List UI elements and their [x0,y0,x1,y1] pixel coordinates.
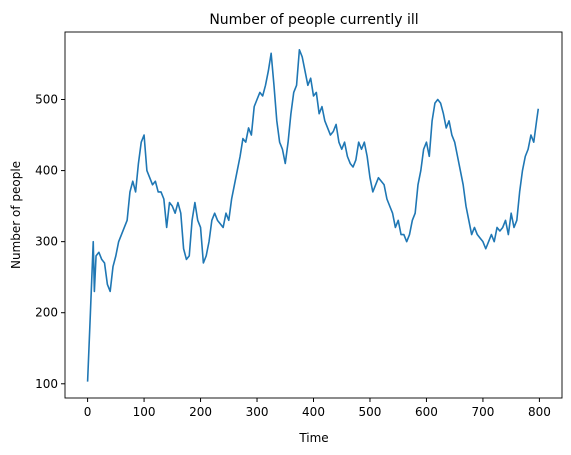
x-tick-label: 600 [415,405,438,419]
x-tick-label: 300 [246,405,269,419]
y-tick-label: 500 [35,93,58,107]
x-tick-label: 0 [84,405,92,419]
data-line [86,48,540,382]
x-tick-label: 500 [359,405,382,419]
y-tick-label: 300 [35,235,58,249]
chart-title: Number of people currently ill [209,12,418,28]
y-tick-label: 400 [35,164,58,178]
plot-frame [64,31,563,399]
x-tick-label: 800 [528,405,551,419]
y-tick-label: 100 [35,377,58,391]
x-tick-label: 200 [189,405,212,419]
y-axis-label: Number of people [9,161,23,269]
y-tick-label: 200 [35,306,58,320]
x-tick-label: 700 [471,405,494,419]
x-tick-label: 100 [133,405,156,419]
x-tick-label: 400 [302,405,325,419]
x-axis-label: Time [298,431,328,445]
